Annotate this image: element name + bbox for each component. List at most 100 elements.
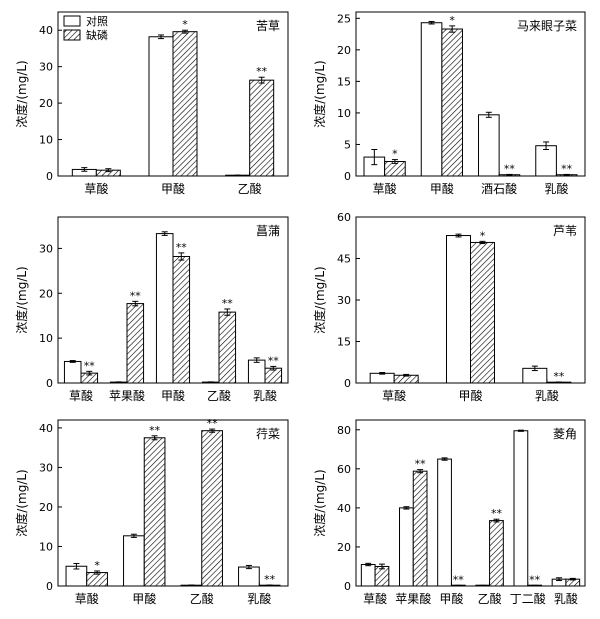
bar-control xyxy=(535,145,557,177)
y-tick-label: 10 xyxy=(39,540,53,553)
y-tick-label: 30 xyxy=(39,61,53,74)
y-tick-label: 40 xyxy=(39,24,53,37)
significance-mark: * xyxy=(94,559,100,572)
y-tick-label: 30 xyxy=(39,461,53,474)
y-tick-label: 0 xyxy=(344,377,351,390)
y-tick-label: 30 xyxy=(39,242,53,255)
significance-mark: ** xyxy=(491,507,503,520)
y-tick-label: 40 xyxy=(39,422,53,435)
y-tick-label: 25 xyxy=(337,12,351,25)
x-tick-label: 乙酸 xyxy=(238,181,262,196)
bar-deficit xyxy=(126,303,145,384)
y-tick-label: 20 xyxy=(39,501,53,514)
x-tick-label: 乳酸 xyxy=(247,591,271,606)
y-tick-label: 20 xyxy=(39,287,53,300)
legend-label-deficit: 缺磷 xyxy=(86,28,108,42)
x-tick-label: 草酸 xyxy=(382,388,406,403)
x-tick-label: 草酸 xyxy=(84,181,108,196)
bar-control xyxy=(155,233,174,384)
bar-deficit xyxy=(249,79,275,177)
significance-mark: ** xyxy=(222,297,234,310)
bar-deficit xyxy=(172,31,198,177)
bar-deficit xyxy=(172,255,191,384)
bar-control xyxy=(420,22,443,177)
legend-swatch-control xyxy=(63,15,81,27)
y-tick-label: 45 xyxy=(337,253,351,266)
x-tick-label: 乙酸 xyxy=(207,388,231,403)
panel-title: 芦苇 xyxy=(553,224,577,238)
y-tick-label: 20 xyxy=(337,541,351,554)
bar-control xyxy=(247,359,266,384)
y-tick-label: 40 xyxy=(337,502,351,515)
y-tick-label: 0 xyxy=(46,170,53,183)
significance-mark: * xyxy=(392,148,398,161)
significance-mark: ** xyxy=(415,458,427,471)
bar-control xyxy=(369,372,395,384)
x-tick-label: 甲酸 xyxy=(161,388,185,403)
bar-control xyxy=(63,360,82,384)
y-axis-label: 浓度/(mg/L) xyxy=(14,266,29,333)
bar-control xyxy=(360,564,376,587)
y-tick-label: 60 xyxy=(337,211,351,224)
y-axis-label: 浓度/(mg/L) xyxy=(14,469,29,536)
x-tick-label: 苹果酸 xyxy=(109,388,145,403)
y-tick-label: 15 xyxy=(337,75,351,88)
x-tick-label: 乙酸 xyxy=(478,591,502,606)
bar-deficit xyxy=(412,470,428,587)
y-tick-label: 5 xyxy=(344,138,351,151)
significance-mark: ** xyxy=(561,162,573,175)
panel-title: 苦草 xyxy=(256,19,280,33)
bar-deficit xyxy=(143,437,166,587)
y-tick-label: 20 xyxy=(337,44,351,57)
plot-frame xyxy=(355,419,586,587)
y-tick-label: 10 xyxy=(337,107,351,120)
bar-deficit xyxy=(218,311,237,384)
y-tick-label: 10 xyxy=(39,332,53,345)
significance-mark: * xyxy=(182,18,188,31)
significance-mark: ** xyxy=(256,65,268,78)
significance-mark: ** xyxy=(504,162,516,175)
significance-mark: ** xyxy=(453,573,465,586)
y-tick-label: 20 xyxy=(39,97,53,110)
legend-label-control: 对照 xyxy=(86,14,108,28)
plot-frame xyxy=(57,419,289,587)
significance-mark: ** xyxy=(207,417,219,430)
significance-mark: ** xyxy=(553,370,565,383)
x-tick-label: 酒石酸 xyxy=(481,181,517,196)
y-tick-label: 0 xyxy=(344,580,351,593)
x-tick-label: 甲酸 xyxy=(132,591,156,606)
significance-mark: ** xyxy=(176,241,188,254)
bar-control xyxy=(399,507,414,587)
bar-deficit xyxy=(374,565,390,587)
significance-mark: * xyxy=(449,14,455,27)
y-axis-label: 浓度/(mg/L) xyxy=(312,60,327,127)
x-tick-label: 草酸 xyxy=(69,388,93,403)
x-tick-label: 丁二酸 xyxy=(510,591,546,606)
significance-mark: ** xyxy=(268,354,280,367)
x-tick-label: 乳酸 xyxy=(535,388,559,403)
x-tick-label: 草酸 xyxy=(75,591,99,606)
panel-title: 荇菜 xyxy=(256,427,280,441)
significance-mark: ** xyxy=(529,573,541,586)
y-tick-label: 30 xyxy=(337,294,351,307)
y-tick-label: 15 xyxy=(337,336,351,349)
bar-control xyxy=(437,458,452,587)
x-tick-label: 草酸 xyxy=(363,591,387,606)
y-tick-label: 0 xyxy=(46,580,53,593)
x-tick-label: 乳酸 xyxy=(554,591,578,606)
bar-deficit xyxy=(201,430,223,587)
y-axis-label: 浓度/(mg/L) xyxy=(14,60,29,127)
y-tick-label: 10 xyxy=(39,134,53,147)
significance-mark: ** xyxy=(130,289,142,302)
plot-frame xyxy=(355,11,586,177)
x-tick-label: 甲酸 xyxy=(439,591,463,606)
panel-title: 菖蒲 xyxy=(256,224,280,238)
x-tick-label: 乳酸 xyxy=(253,388,277,403)
bar-control xyxy=(148,36,174,177)
y-tick-label: 60 xyxy=(337,463,351,476)
